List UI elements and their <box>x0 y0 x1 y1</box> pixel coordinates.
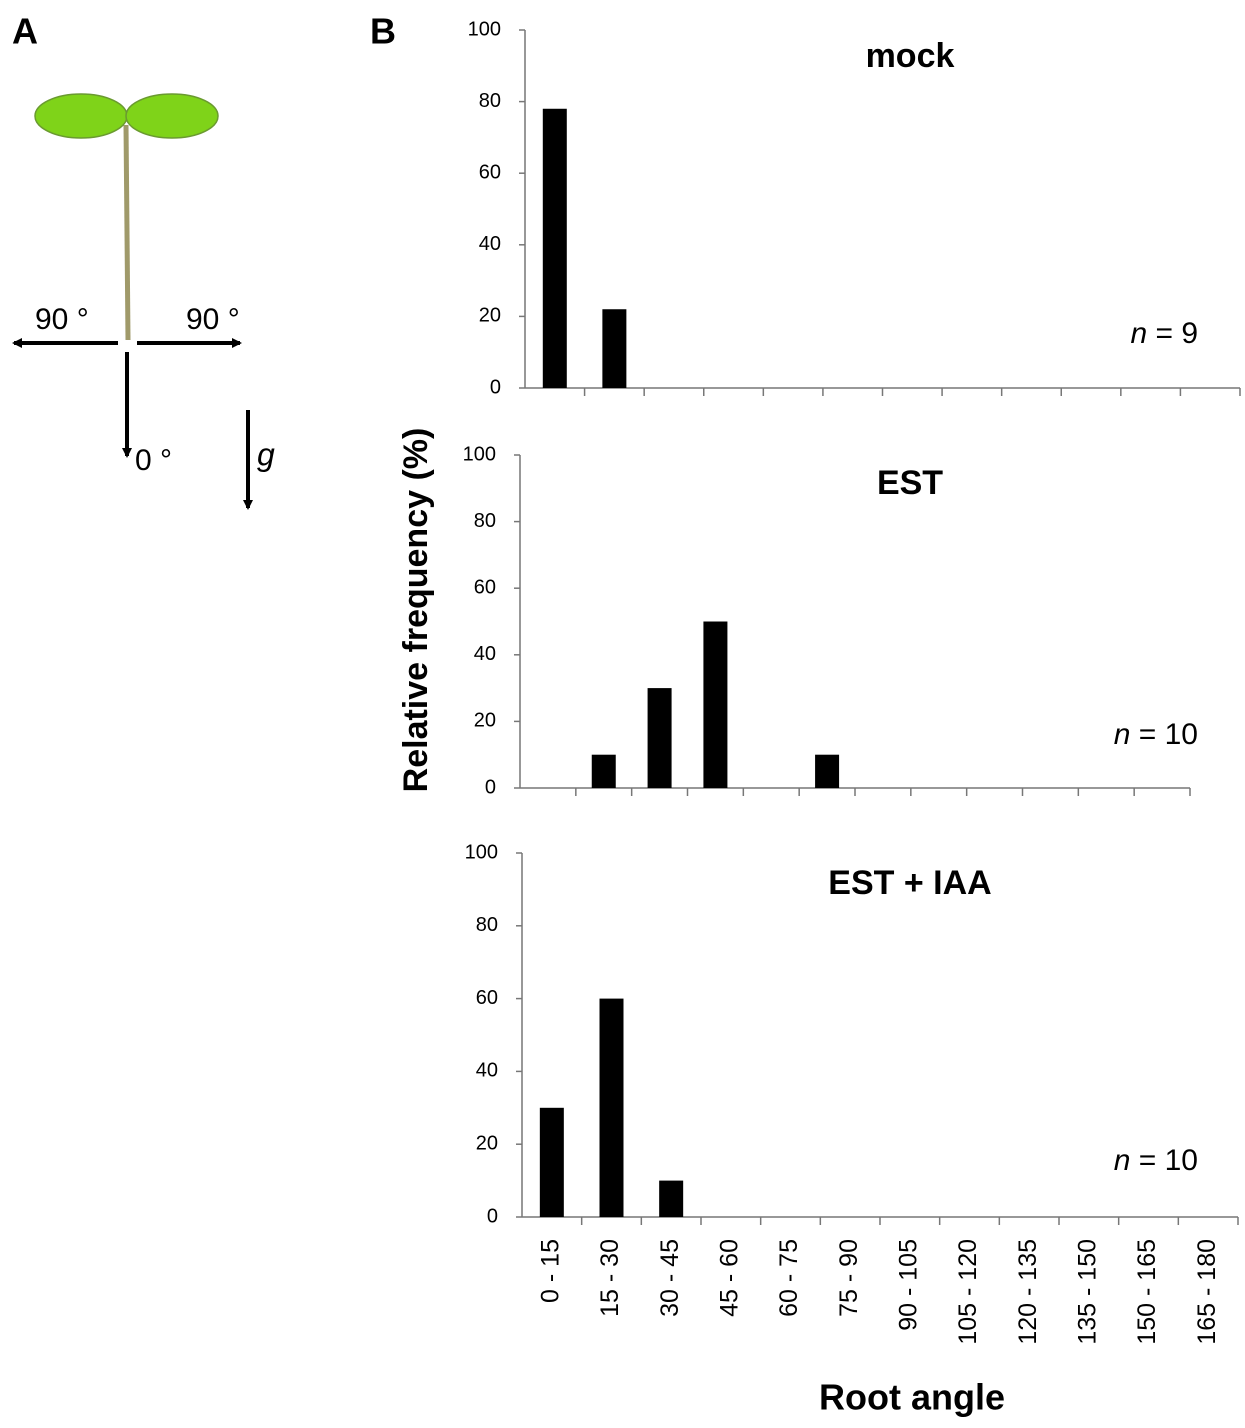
x-tick-label: 90 - 105 <box>894 1239 922 1331</box>
y-tick-label: 80 <box>479 90 501 112</box>
y-tick-label: 40 <box>479 233 501 255</box>
sample-size: n = 10 <box>1114 718 1198 751</box>
chart-title: EST + IAA <box>828 864 991 902</box>
gravity-label: g <box>257 436 275 472</box>
x-tick-label: 45 - 60 <box>715 1239 743 1317</box>
y-tick-label: 100 <box>468 18 501 40</box>
y-tick-label: 0 <box>490 376 501 398</box>
chart-title: EST <box>877 464 943 502</box>
bar <box>542 108 567 388</box>
y-tick-label: 60 <box>476 987 498 1009</box>
x-tick-label: 15 - 30 <box>596 1239 624 1317</box>
y-tick-label: 80 <box>474 510 496 532</box>
bar <box>599 998 624 1217</box>
panel-label: B <box>370 11 396 52</box>
y-tick-label: 20 <box>474 710 496 732</box>
y-tick-label: 40 <box>476 1060 498 1082</box>
x-tick-label: 75 - 90 <box>835 1239 863 1317</box>
y-tick-label: 0 <box>487 1205 498 1227</box>
y-tick-label: 100 <box>463 443 496 465</box>
sample-size: n = 9 <box>1130 317 1198 350</box>
y-axis-label: Relative frequency (%) <box>397 428 435 793</box>
chart-title: mock <box>866 37 955 75</box>
x-tick-label: 0 - 15 <box>536 1239 564 1303</box>
x-tick-label: 30 - 45 <box>656 1239 684 1317</box>
bar <box>815 754 840 788</box>
y-tick-label: 80 <box>476 914 498 936</box>
y-tick-label: 100 <box>465 841 498 863</box>
angle-label: 90 ° <box>186 303 240 336</box>
x-tick-label: 105 - 120 <box>954 1239 982 1345</box>
x-tick-label: 120 - 135 <box>1014 1239 1042 1345</box>
x-tick-label: 150 - 165 <box>1133 1239 1161 1345</box>
stem <box>123 124 131 341</box>
angle-label: 0 ° <box>135 444 172 477</box>
bar <box>703 621 728 788</box>
x-tick-label: 60 - 75 <box>775 1239 803 1317</box>
y-tick-label: 40 <box>474 643 496 665</box>
cotyledon <box>34 93 128 139</box>
y-tick-label: 60 <box>474 576 496 598</box>
x-tick-label: 135 - 150 <box>1073 1239 1101 1345</box>
sample-size: n = 10 <box>1114 1144 1198 1177</box>
y-tick-label: 0 <box>485 776 496 798</box>
y-tick-label: 60 <box>479 161 501 183</box>
bar <box>659 1180 684 1217</box>
bar <box>647 688 672 788</box>
angle-label: 90 ° <box>35 303 89 336</box>
panel-label: A <box>12 11 38 52</box>
y-tick-label: 20 <box>479 305 501 327</box>
cotyledon <box>125 93 219 139</box>
y-tick-label: 20 <box>476 1132 498 1154</box>
bar <box>539 1107 564 1217</box>
x-tick-label: 165 - 180 <box>1193 1239 1221 1345</box>
x-axis-label: Root angle <box>819 1377 1005 1418</box>
bar <box>591 754 616 788</box>
bar <box>602 309 627 388</box>
seedling-diagram: 90 ° 90 ° 0 ° g <box>12 93 275 510</box>
